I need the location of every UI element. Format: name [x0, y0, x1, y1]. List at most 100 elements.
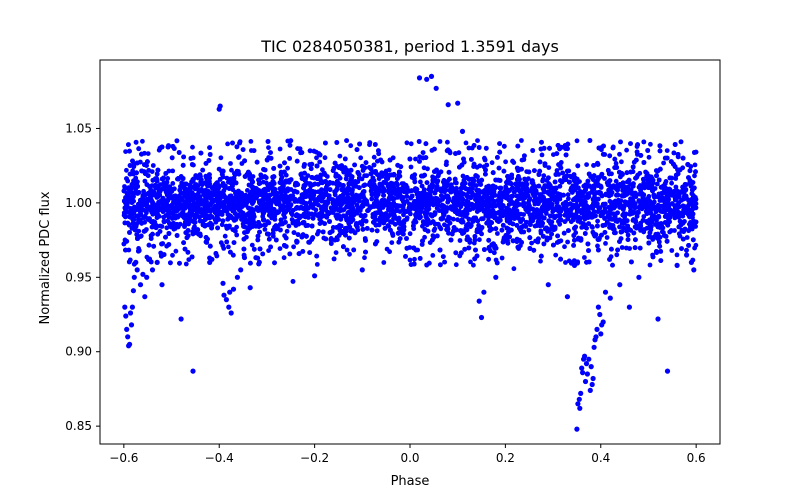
- data-point: [468, 259, 473, 265]
- data-point: [404, 185, 410, 190]
- data-point: [404, 140, 410, 146]
- data-point: [500, 239, 506, 245]
- data-point: [262, 227, 268, 232]
- data-point: [546, 165, 552, 171]
- data-point: [408, 164, 414, 170]
- data-point: [348, 143, 354, 149]
- data-point: [389, 240, 395, 246]
- data-point: [641, 214, 647, 219]
- data-point: [277, 146, 283, 152]
- data-point: [654, 181, 660, 187]
- data-point: [541, 241, 547, 247]
- data-point: [582, 255, 587, 260]
- data-point: [234, 215, 240, 220]
- data-point: [161, 214, 167, 220]
- data-point: [538, 258, 543, 264]
- data-point: [514, 239, 520, 245]
- data-point: [150, 177, 156, 183]
- data-point: [477, 237, 482, 243]
- data-point: [617, 151, 622, 157]
- data-point: [228, 249, 233, 255]
- data-point: [619, 245, 625, 250]
- data-point: [503, 159, 508, 165]
- data-point: [422, 234, 427, 240]
- data-point: [437, 139, 443, 144]
- data-point: [692, 173, 697, 179]
- data-point: [495, 231, 500, 236]
- data-point: [228, 161, 233, 166]
- data-point: [200, 167, 206, 173]
- data-point: [231, 240, 237, 246]
- data-point: [234, 232, 240, 238]
- data-point: [471, 262, 476, 268]
- data-point: [421, 165, 427, 171]
- data-point: [219, 222, 225, 228]
- data-point: [284, 228, 290, 234]
- data-point: [526, 227, 532, 233]
- data-point: [226, 244, 231, 250]
- data-point: [554, 168, 560, 173]
- data-point: [133, 139, 139, 145]
- data-point: [281, 255, 287, 261]
- data-point: [159, 224, 165, 229]
- data-point: [302, 162, 307, 167]
- data-point: [553, 252, 559, 258]
- data-point: [678, 222, 684, 228]
- data-point: [328, 237, 334, 243]
- data-point: [565, 168, 570, 174]
- data-point: [358, 155, 364, 161]
- data-point: [273, 237, 279, 243]
- data-point: [477, 163, 483, 169]
- data-point: [352, 162, 357, 168]
- data-point: [460, 173, 466, 179]
- data-point: [350, 228, 355, 233]
- data-point: [457, 238, 463, 243]
- data-point: [611, 230, 617, 236]
- data-point: [497, 185, 503, 191]
- data-point: [255, 237, 261, 243]
- data-point: [363, 160, 369, 166]
- chart-title: TIC 0284050381, period 1.3591 days: [260, 37, 559, 56]
- data-point: [564, 173, 570, 179]
- data-point: [332, 160, 338, 166]
- data-point: [230, 140, 235, 146]
- data-point: [413, 156, 418, 162]
- data-point: [637, 170, 643, 176]
- data-point: [170, 252, 175, 258]
- data-point: [333, 250, 339, 256]
- data-point: [674, 252, 680, 258]
- data-point: [363, 218, 369, 224]
- data-point: [173, 248, 179, 254]
- data-point: [489, 160, 495, 166]
- data-point: [619, 159, 624, 165]
- data-point: [381, 260, 387, 265]
- data-point: [684, 235, 690, 240]
- data-point: [245, 188, 250, 193]
- data-point: [307, 250, 313, 256]
- data-point: [316, 229, 321, 234]
- data-point: [587, 138, 593, 143]
- data-point: [149, 224, 155, 230]
- data-point: [176, 150, 182, 155]
- data-point: [647, 262, 653, 268]
- data-point: [248, 139, 254, 144]
- data-point: [266, 248, 271, 254]
- data-point: [614, 252, 620, 258]
- data-point: [347, 251, 352, 257]
- data-point: [164, 225, 170, 231]
- data-point: [566, 196, 571, 202]
- data-point: [214, 253, 220, 259]
- data-point: [122, 184, 127, 189]
- data-point: [176, 176, 181, 181]
- data-point: [181, 154, 187, 160]
- data-point: [595, 218, 600, 224]
- data-point: [124, 167, 129, 173]
- data-point: [624, 245, 629, 251]
- data-point: [153, 223, 159, 228]
- data-point: [384, 246, 390, 252]
- data-point: [586, 259, 592, 265]
- data-point: [595, 209, 601, 215]
- data-point: [322, 155, 328, 161]
- data-point: [558, 216, 563, 222]
